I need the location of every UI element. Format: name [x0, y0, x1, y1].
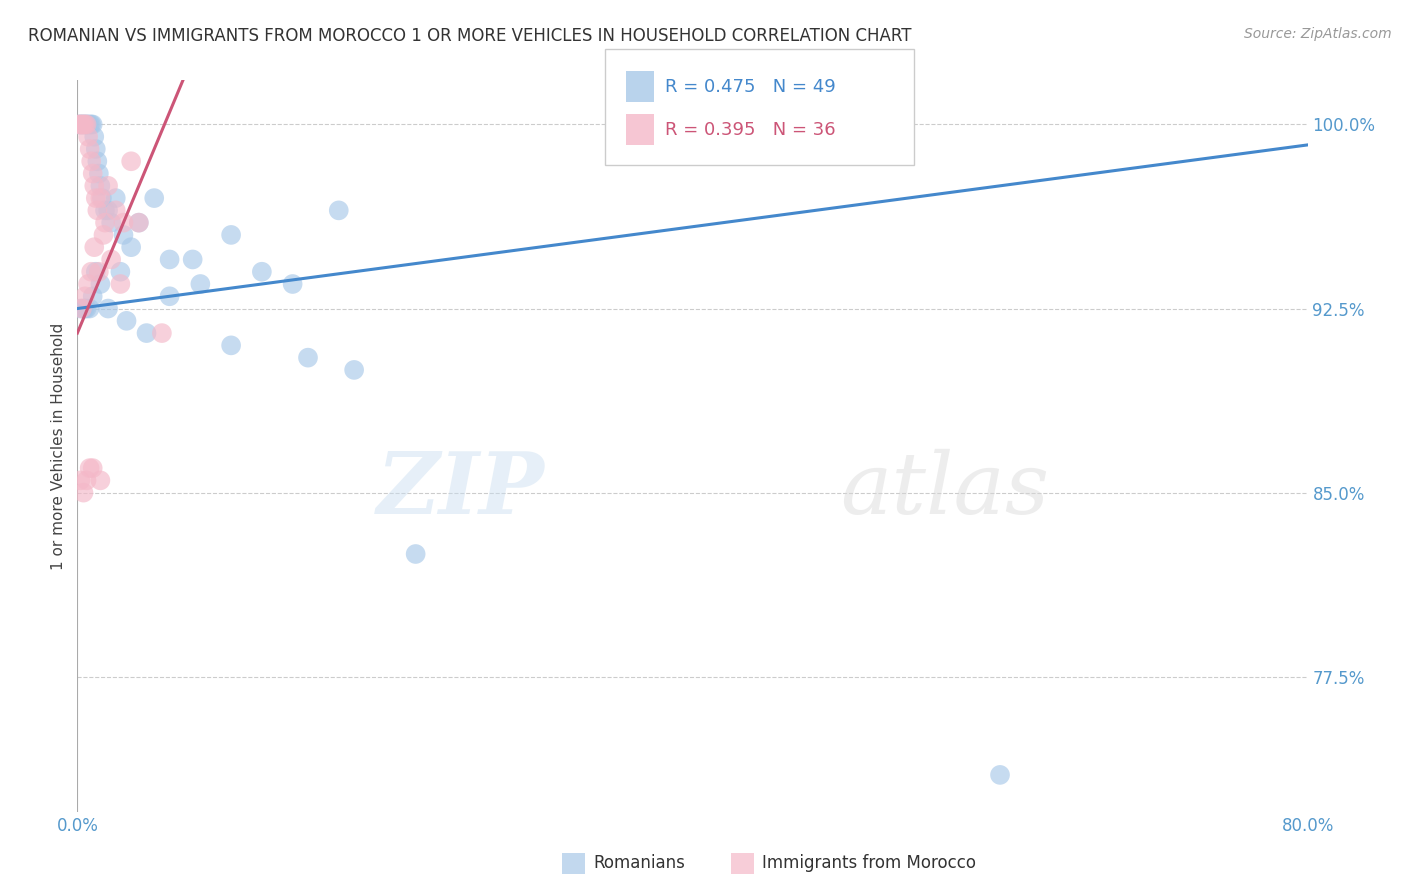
- Point: [82, 118, 104, 132]
- Point: [76, 118, 98, 132]
- Point: [83, 240, 105, 254]
- Point: [72, 118, 94, 132]
- Point: [73, 301, 96, 316]
- Point: [87, 167, 110, 181]
- Point: [79, 118, 101, 132]
- Point: [143, 191, 166, 205]
- Point: [86, 154, 108, 169]
- Point: [112, 216, 135, 230]
- Point: [87, 265, 110, 279]
- Point: [343, 363, 366, 377]
- Point: [77, 118, 100, 132]
- Point: [70, 118, 93, 132]
- Point: [80, 118, 103, 132]
- Point: [89, 191, 111, 205]
- Point: [405, 547, 427, 561]
- Point: [250, 265, 273, 279]
- Point: [77, 129, 100, 144]
- Point: [159, 252, 181, 267]
- Point: [76, 474, 98, 488]
- Point: [181, 252, 204, 267]
- Point: [328, 203, 350, 218]
- Point: [90, 191, 114, 205]
- Point: [76, 118, 98, 132]
- Text: Romanians: Romanians: [593, 855, 685, 872]
- Point: [67, 118, 90, 132]
- Text: atlas: atlas: [841, 449, 1049, 532]
- Point: [69, 301, 91, 316]
- Point: [150, 326, 173, 340]
- Point: [104, 191, 127, 205]
- Point: [219, 338, 242, 352]
- Point: [104, 203, 127, 218]
- Point: [281, 277, 304, 291]
- Point: [297, 351, 319, 365]
- Point: [82, 289, 104, 303]
- Point: [97, 203, 120, 218]
- Point: [76, 301, 98, 316]
- Point: [69, 474, 91, 488]
- Point: [72, 485, 94, 500]
- Point: [120, 240, 142, 254]
- Text: R = 0.395   N = 36: R = 0.395 N = 36: [665, 121, 835, 139]
- Text: Immigrants from Morocco: Immigrants from Morocco: [762, 855, 976, 872]
- Point: [219, 227, 242, 242]
- Point: [73, 289, 96, 303]
- Text: ZIP: ZIP: [377, 448, 546, 532]
- Point: [82, 167, 104, 181]
- Point: [79, 461, 101, 475]
- Point: [72, 301, 94, 316]
- Point: [79, 142, 101, 156]
- Text: R = 0.475   N = 49: R = 0.475 N = 49: [665, 78, 835, 96]
- Point: [93, 227, 115, 242]
- Point: [80, 265, 103, 279]
- Point: [89, 277, 111, 291]
- Point: [67, 118, 90, 132]
- Point: [73, 118, 96, 132]
- Point: [77, 277, 100, 291]
- Point: [97, 301, 120, 316]
- Point: [89, 474, 111, 488]
- Point: [83, 178, 105, 193]
- Point: [135, 326, 157, 340]
- Point: [84, 265, 107, 279]
- Text: ROMANIAN VS IMMIGRANTS FROM MOROCCO 1 OR MORE VEHICLES IN HOUSEHOLD CORRELATION : ROMANIAN VS IMMIGRANTS FROM MOROCCO 1 OR…: [28, 27, 911, 45]
- Point: [100, 252, 122, 267]
- Point: [112, 227, 135, 242]
- Point: [83, 129, 105, 144]
- Point: [73, 118, 96, 132]
- Point: [82, 461, 104, 475]
- Text: Source: ZipAtlas.com: Source: ZipAtlas.com: [1244, 27, 1392, 41]
- Point: [188, 277, 212, 291]
- Point: [72, 118, 94, 132]
- Point: [110, 277, 132, 291]
- Point: [79, 301, 101, 316]
- Point: [120, 154, 142, 169]
- Point: [128, 216, 150, 230]
- Point: [159, 289, 181, 303]
- Point: [84, 142, 107, 156]
- Point: [69, 118, 91, 132]
- Point: [86, 203, 108, 218]
- Y-axis label: 1 or more Vehicles in Household: 1 or more Vehicles in Household: [51, 322, 66, 570]
- Point: [115, 314, 138, 328]
- Point: [89, 178, 111, 193]
- Point: [110, 265, 132, 279]
- Point: [84, 191, 107, 205]
- Point: [94, 216, 117, 230]
- Point: [80, 154, 103, 169]
- Point: [128, 216, 150, 230]
- Point: [97, 178, 120, 193]
- Point: [70, 118, 93, 132]
- Point: [100, 216, 122, 230]
- Point: [94, 203, 117, 218]
- Point: [69, 118, 91, 132]
- Point: [988, 768, 1011, 782]
- Point: [70, 301, 93, 316]
